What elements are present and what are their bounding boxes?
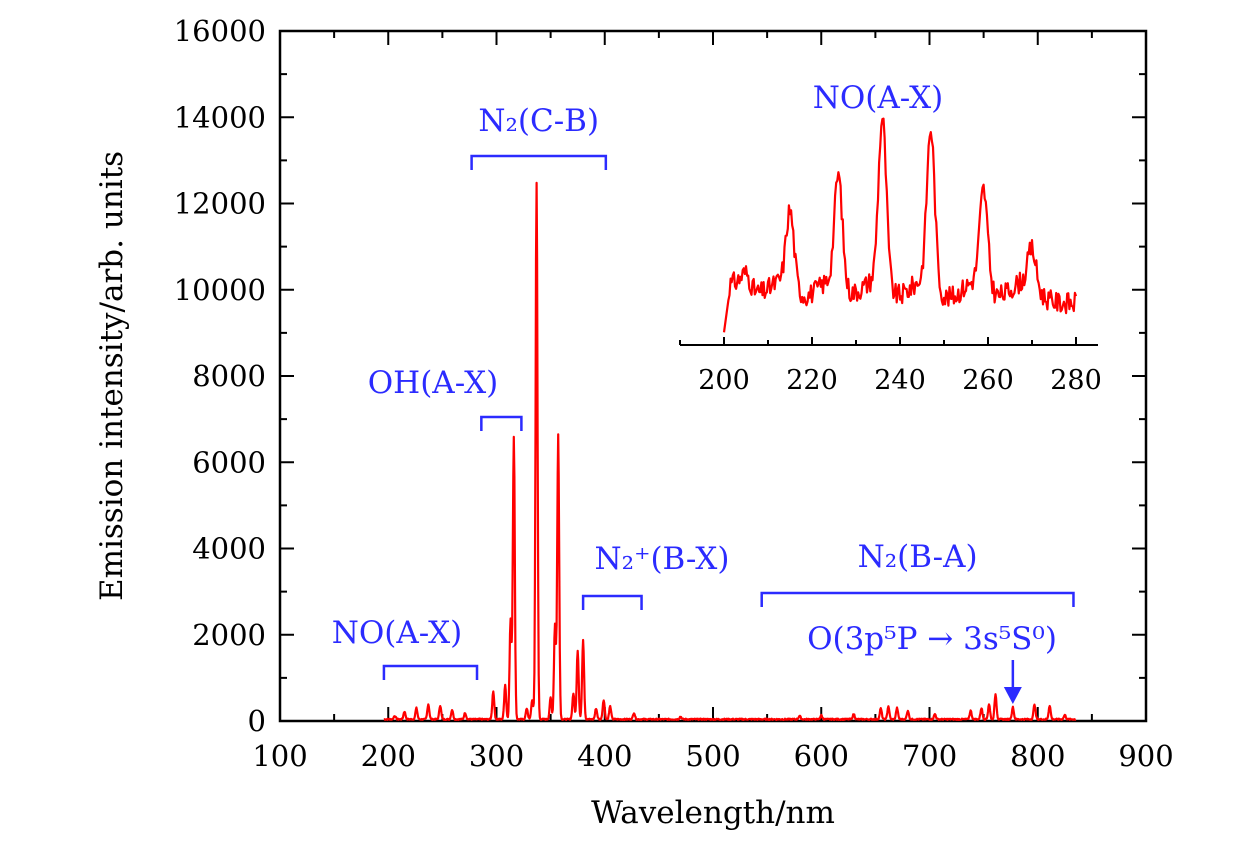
band-annotations: N₂(C-B) OH(A-X) NO(A-X) N₂⁺(B-X) N₂(B-A) O(3p…	[332, 103, 1075, 704]
inset-title: NO(A-X)	[813, 80, 944, 116]
x-tick-label: 100	[252, 739, 307, 773]
band-label: N₂⁺(B-X)	[595, 541, 730, 577]
band-bracket	[382, 664, 479, 680]
inset-tick-label: 240	[874, 365, 926, 396]
spectrum-line	[383, 181, 1077, 721]
y-tick-label: 2000	[192, 618, 266, 652]
inset-spectrum-series	[722, 117, 1078, 333]
band-label: OH(A-X)	[368, 365, 498, 401]
band-label: N₂(B-A)	[858, 539, 978, 575]
spectrum-series	[383, 181, 1077, 721]
band-label: N₂(C-B)	[478, 103, 599, 139]
band-label: NO(A-X)	[332, 615, 463, 651]
x-tick-label: 400	[577, 739, 632, 773]
x-tick-label: 700	[902, 739, 957, 773]
y-tick-label: 12000	[174, 187, 266, 221]
y-tick-label: 4000	[192, 532, 266, 566]
inset-tick-label: 200	[698, 365, 750, 396]
band-label: O(3p⁵P → 3s⁵S⁰)	[807, 621, 1057, 657]
y-tick-label: 0	[248, 704, 266, 738]
y-tick-label: 6000	[192, 445, 266, 479]
band-bracket	[760, 591, 1075, 607]
y-tick-label: 14000	[174, 100, 266, 134]
x-axis-title: Wavelength/nm	[591, 795, 835, 831]
x-tick-label: 800	[1010, 739, 1065, 773]
o-emission-arrow-head	[1003, 687, 1022, 704]
y-tick-label: 8000	[192, 359, 266, 393]
y-tick-label: 16000	[174, 14, 266, 48]
x-axis-ticks: 100 200 300 400 500 600 700 800 900	[252, 31, 1174, 773]
inset-spectrum-line	[722, 117, 1078, 333]
x-tick-label: 600	[794, 739, 849, 773]
band-bracket	[581, 594, 643, 610]
x-tick-label: 200	[361, 739, 416, 773]
inset-chart: 200 220 240 260 280 NO(A-X)	[679, 80, 1102, 396]
band-bracket	[470, 154, 608, 170]
x-tick-label: 300	[469, 739, 524, 773]
x-tick-label: 900	[1118, 739, 1173, 773]
inset-tick-label: 220	[786, 365, 838, 396]
band-bracket	[480, 415, 523, 431]
y-axis-title: Emission intensity/arb. units	[94, 151, 130, 601]
y-axis-ticks: 0 2000 4000 6000 8000 10000 12000 14000 16000	[174, 14, 1146, 738]
x-tick-label: 500	[685, 739, 740, 773]
inset-tick-label: 280	[1050, 365, 1102, 396]
inset-tick-label: 260	[962, 365, 1014, 396]
inset-x-ticks: 200 220 240 260 280	[679, 337, 1102, 396]
y-tick-label: 10000	[174, 273, 266, 307]
